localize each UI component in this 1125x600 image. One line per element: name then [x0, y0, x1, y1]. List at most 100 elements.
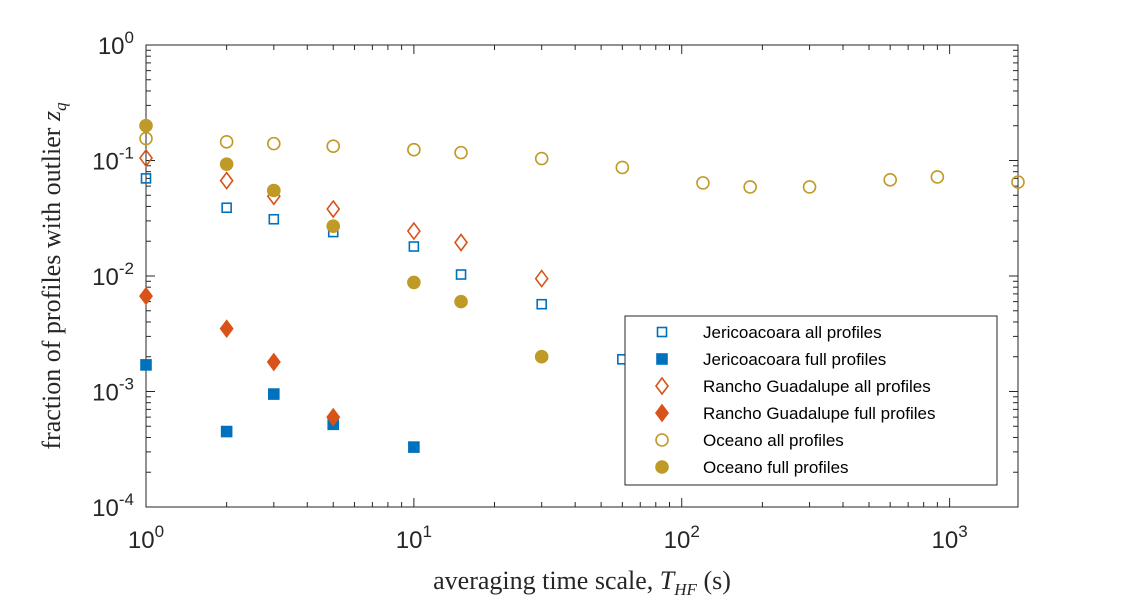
data-point: [454, 233, 469, 252]
legend: Jericoacoara all profiles Jericoacoara fu…: [624, 315, 998, 486]
y-tick-base: 10: [92, 264, 119, 291]
major-ticks: [145, 44, 1018, 508]
series-4: [139, 131, 1025, 194]
series-5: [139, 118, 549, 364]
y-tick-base: 10: [98, 33, 125, 60]
data-point: [219, 157, 234, 171]
y-axis-label-sub: q: [51, 102, 70, 111]
data-point: [219, 135, 234, 149]
data-point: [743, 180, 757, 194]
data-point: [455, 269, 467, 280]
legend-label: Rancho Guadalupe full profiles: [703, 404, 935, 423]
data-point: [326, 407, 341, 427]
data-point: [139, 118, 153, 133]
data-point: [221, 202, 232, 214]
data-point: [326, 219, 341, 233]
data-point: [406, 221, 421, 241]
legend-box: [624, 315, 998, 486]
data-point: [615, 160, 630, 175]
x-axis-label: averaging time scale, THF (s): [433, 566, 731, 599]
legend-marker: [656, 326, 668, 338]
legend-marker: [655, 376, 669, 396]
series-2: [139, 148, 549, 288]
x-tick-base: 10: [128, 527, 155, 554]
y-tick-label: 100: [98, 28, 134, 60]
data-point: [219, 319, 234, 338]
x-tick-exponent: 3: [958, 522, 967, 541]
legend-label: Rancho Guadalupe all profiles: [703, 377, 931, 396]
series-0: [140, 173, 628, 365]
legend-label: Oceano full profiles: [703, 458, 849, 477]
data-point: [407, 142, 421, 157]
data-point: [220, 425, 233, 438]
data-point: [268, 388, 280, 400]
x-axis-label-main: averaging time scale,: [433, 566, 660, 595]
data-markers: [139, 118, 1025, 453]
data-point: [267, 183, 281, 198]
data-point: [454, 294, 468, 309]
data-point: [219, 171, 234, 190]
data-point: [266, 352, 281, 372]
legend-label: Jericoacoara full profiles: [703, 350, 886, 369]
legend-items: Jericoacoara all profiles Jericoacoara fu…: [655, 323, 935, 477]
data-point: [408, 241, 420, 252]
x-axis-label-sub: HF: [673, 580, 697, 599]
x-tick-base: 10: [664, 527, 691, 554]
x-tick-labels: 100 101 102 103: [128, 522, 968, 554]
y-tick-exponent: -4: [119, 490, 134, 509]
y-tick-exponent: -1: [119, 144, 134, 163]
legend-label: Oceano all profiles: [703, 431, 844, 450]
data-point: [407, 275, 421, 290]
data-point: [326, 139, 341, 153]
data-point: [696, 176, 710, 190]
x-tick-base: 10: [932, 527, 959, 554]
y-axis-label-main: fraction of profiles with outlier: [37, 121, 66, 450]
y-tick-exponent: 0: [125, 28, 134, 47]
data-point: [326, 199, 341, 219]
data-point: [454, 145, 468, 160]
data-point: [139, 286, 153, 306]
data-point: [268, 213, 280, 225]
x-axis-label-var: T: [660, 566, 676, 595]
data-point: [140, 173, 152, 184]
data-point: [139, 148, 153, 168]
data-point: [883, 173, 897, 187]
y-tick-base: 10: [92, 495, 119, 522]
data-point: [534, 349, 549, 364]
minor-ticks: [146, 45, 1018, 507]
y-tick-exponent: -3: [119, 375, 134, 394]
data-point: [140, 359, 152, 371]
y-axis-label: fraction of profiles with outlier zq: [37, 102, 70, 450]
data-point: [408, 441, 420, 453]
x-tick-label: 103: [932, 522, 968, 554]
y-tick-base: 10: [92, 380, 119, 407]
legend-marker: [655, 433, 669, 447]
y-tick-exponent: -2: [119, 259, 134, 278]
x-tick-exponent: 1: [422, 522, 431, 541]
data-point: [802, 180, 817, 194]
x-tick-label: 100: [128, 522, 164, 554]
legend-label: Jericoacoara all profiles: [703, 323, 882, 342]
legend-marker: [655, 460, 669, 474]
y-tick-label: 10-2: [92, 259, 134, 291]
x-tick-exponent: 2: [690, 522, 699, 541]
data-point: [267, 136, 281, 151]
legend-marker: [656, 353, 668, 365]
data-point: [1011, 175, 1025, 189]
data-point: [534, 151, 549, 166]
y-tick-base: 10: [92, 149, 119, 176]
y-axis-label-var: z: [37, 111, 66, 122]
x-tick-label: 101: [396, 522, 432, 554]
data-point: [930, 170, 945, 184]
x-tick-base: 10: [396, 527, 423, 554]
data-point: [536, 298, 547, 310]
y-tick-label: 10-3: [92, 375, 134, 407]
data-point: [534, 269, 549, 288]
series-3: [139, 286, 341, 427]
y-tick-label: 10-1: [92, 144, 134, 176]
x-axis-label-unit: (s): [697, 566, 731, 595]
x-tick-label: 102: [664, 522, 700, 554]
y-tick-label: 10-4: [92, 490, 134, 522]
